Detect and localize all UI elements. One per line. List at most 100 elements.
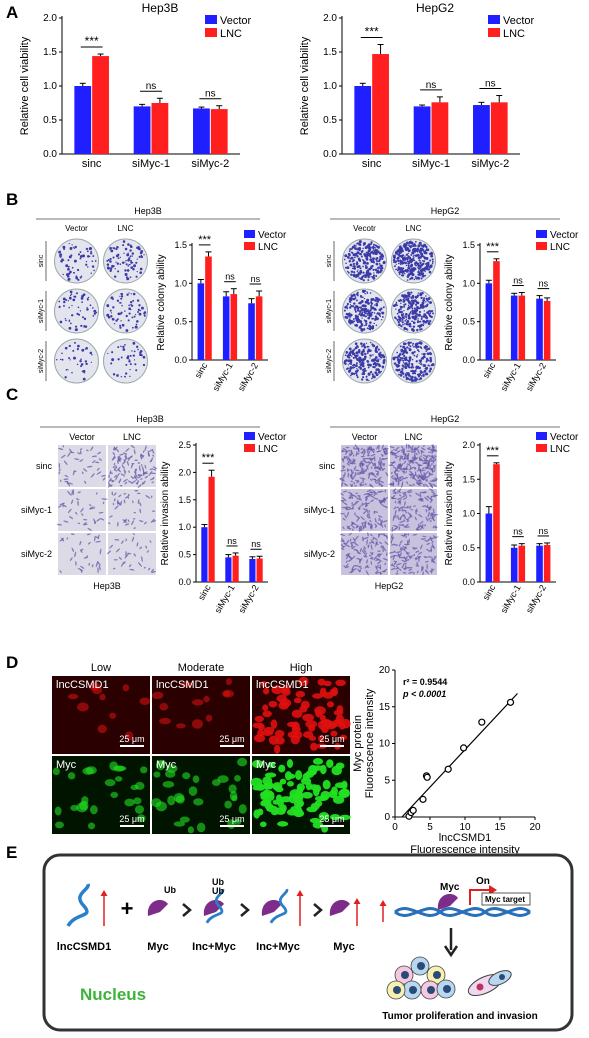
cell-nucleus-signal: [339, 814, 351, 821]
invaded-cell: [433, 464, 436, 470]
invaded-cell: [59, 479, 62, 483]
invaded-cell: [145, 545, 148, 549]
colony-dot: [415, 302, 418, 304]
invaded-cell: [77, 500, 79, 506]
colony-dot: [359, 310, 362, 314]
colony-dot: [406, 257, 409, 261]
invaded-cell: [403, 448, 406, 455]
invaded-cell: [413, 571, 415, 575]
colony-dot: [361, 362, 364, 366]
legend-swatch-lnc: [205, 28, 217, 37]
invaded-cell: [361, 522, 367, 524]
invaded-cell: [432, 508, 435, 513]
x-tick-label: siMyc-1: [213, 583, 237, 615]
colony-dot: [424, 274, 427, 277]
invaded-cell: [378, 482, 383, 487]
tumor-cell-nucleus: [427, 986, 435, 994]
invaded-cell: [428, 517, 431, 521]
invaded-cell: [394, 500, 397, 504]
invaded-cell: [345, 446, 350, 449]
invaded-cell: [60, 454, 66, 459]
colony-dot: [363, 297, 366, 300]
colony-dot: [350, 273, 353, 276]
colony-dot: [140, 255, 144, 259]
colony-dot: [376, 317, 379, 321]
colony-dot: [425, 344, 427, 347]
invaded-cell: [134, 475, 138, 481]
target-box: [481, 892, 531, 906]
invaded-cell: [77, 452, 81, 455]
colony-dot: [117, 257, 120, 260]
invaded-cell: [75, 561, 77, 566]
invaded-cell: [377, 550, 381, 552]
colony-dot: [90, 361, 93, 363]
colony-dot: [411, 251, 415, 255]
colony-dot: [350, 362, 353, 366]
bar-vector-0: [197, 283, 205, 360]
invaded-cell: [123, 518, 127, 524]
invaded-cell: [354, 535, 359, 541]
invaded-cell: [348, 507, 355, 510]
colony-dot: [353, 263, 355, 266]
legend-label-lnc: LNC: [258, 242, 278, 253]
invaded-cell: [345, 508, 351, 511]
invaded-cell: [114, 469, 118, 472]
colony-dot: [356, 270, 359, 273]
colony-dot: [375, 364, 378, 367]
colony-dot: [408, 322, 412, 326]
invaded-cell: [409, 494, 412, 497]
colony-dot: [90, 252, 93, 255]
colony-dot: [116, 246, 119, 249]
invaded-cell: [393, 449, 398, 451]
colony-dot: [417, 318, 419, 320]
cell-nucleus-signal: [82, 767, 94, 775]
colony-dot: [123, 252, 125, 254]
colony-dot: [367, 309, 370, 311]
up-arrow-head: [379, 900, 387, 906]
colony-dot: [127, 252, 129, 254]
invaded-cell: [377, 522, 380, 525]
invaded-cell: [63, 520, 69, 523]
colony-dot: [85, 263, 88, 266]
colony-dot: [366, 269, 370, 273]
label-complex-1: Inc+Myc: [192, 941, 236, 953]
invaded-cell: [406, 520, 410, 522]
invaded-cell: [393, 466, 397, 469]
colony-dot: [361, 353, 364, 356]
invaded-cell: [398, 543, 401, 547]
colony-dot: [343, 309, 346, 312]
colony-dot: [430, 310, 433, 313]
colony-dot: [361, 345, 363, 348]
y-tick-label: 0.5: [462, 317, 475, 327]
cell-nucleus-signal: [238, 804, 247, 814]
colony-dot: [80, 275, 83, 277]
colony-dot: [367, 366, 370, 369]
invaded-cell: [415, 564, 418, 567]
invaded-cell: [113, 492, 117, 496]
colony-dot: [65, 319, 67, 322]
y-tick-label: 0.0: [462, 577, 475, 587]
colony-dot: [349, 258, 352, 260]
invaded-cell: [96, 471, 102, 475]
colony-dot: [380, 258, 383, 260]
invaded-cell: [125, 454, 127, 459]
invaded-cell: [347, 555, 353, 560]
cell-nucleus-signal: [312, 693, 324, 699]
column-label: LNC: [404, 432, 423, 442]
invaded-cell: [379, 541, 383, 545]
invaded-cell: [109, 544, 113, 549]
colony-dot: [377, 271, 380, 274]
y-tick-label: 2.0: [43, 13, 57, 24]
colony-dot: [131, 350, 133, 352]
colony-dot: [91, 260, 94, 262]
label-on: On: [476, 876, 490, 887]
colony-dot: [356, 293, 359, 296]
invaded-cell: [373, 492, 378, 495]
colony-dot: [345, 351, 349, 354]
sig-label: ns: [251, 539, 261, 549]
invaded-cell: [63, 504, 67, 508]
invaded-cell: [423, 456, 426, 461]
colony-dot: [400, 313, 404, 317]
invaded-cell: [341, 449, 344, 453]
